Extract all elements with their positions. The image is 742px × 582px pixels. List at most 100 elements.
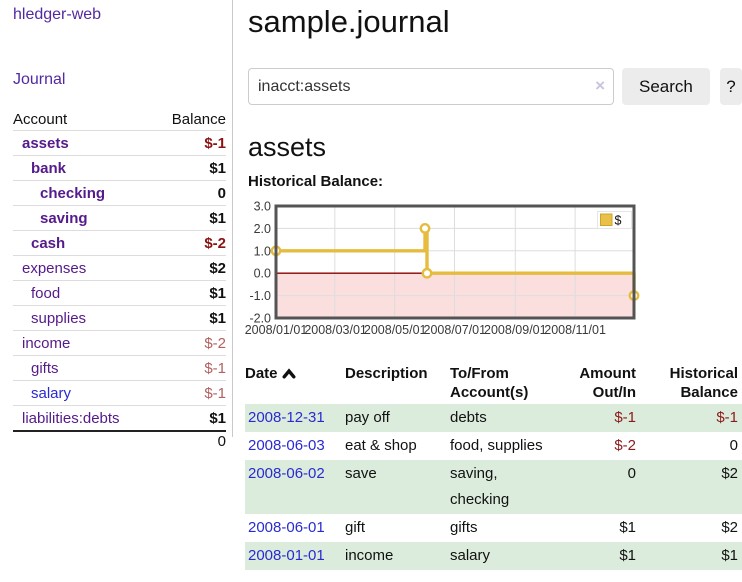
transaction-date-link[interactable]: 2008-06-02 [248, 465, 325, 482]
transaction-balance: $1 [721, 547, 738, 564]
account-table-header: Account Balance [13, 108, 226, 130]
account-row: checking 0 [13, 180, 226, 205]
account-row: income $-2 [13, 330, 226, 355]
sort-asc-icon [282, 365, 296, 384]
search-input[interactable] [248, 68, 614, 105]
svg-text:0.0: 0.0 [254, 267, 271, 281]
transaction-accounts: food, supplies [450, 437, 543, 454]
register-header-row: Date Description To/From Account(s) Amou… [245, 364, 742, 404]
account-row: bank $1 [13, 155, 226, 180]
transaction-description: income [345, 547, 394, 564]
balance-column-header: Historical Balance [669, 365, 738, 401]
accounts-total-value: 0 [217, 433, 226, 450]
svg-text:2008/03/01: 2008/03/01 [304, 323, 367, 337]
account-balance: $-1 [204, 359, 226, 377]
transaction-accounts: salary [450, 547, 491, 564]
svg-text:2008/01/01: 2008/01/01 [245, 323, 308, 337]
transaction-date-link[interactable]: 2008-12-31 [248, 409, 325, 426]
search-button[interactable]: Search [622, 68, 710, 105]
page-title: sample.journal [248, 4, 450, 39]
account-row: liabilities:debts $1 [13, 405, 226, 430]
help-button[interactable]: ? [719, 68, 742, 105]
account-column-header: Account [13, 110, 68, 128]
transaction-amount: $-2 [614, 437, 636, 454]
balance-column-header: Balance [171, 110, 226, 128]
account-balance: $2 [209, 259, 226, 277]
account-link-saving[interactable]: saving [40, 209, 88, 227]
account-row: salary $-1 [13, 380, 226, 405]
legend-label: $ [615, 214, 622, 228]
x-axis-labels: 2008/01/01 2008/03/01 2008/05/01 2008/07… [245, 323, 606, 337]
sidebar-item-journal[interactable]: Journal [13, 71, 66, 88]
account-link-salary[interactable]: salary [31, 384, 72, 402]
svg-text:2008/11/01: 2008/11/01 [544, 323, 606, 337]
account-balance: $1 [209, 209, 226, 227]
date-header-label: Date [245, 365, 278, 382]
account-link-assets[interactable]: assets [22, 134, 69, 152]
register-row: 2008-06-01 gift gifts $1 $2 [245, 514, 742, 542]
svg-text:-2.0: -2.0 [249, 312, 271, 326]
account-link-liabilities-debts[interactable]: liabilities:debts [22, 409, 120, 427]
transaction-amount: $1 [619, 519, 636, 536]
chart-title: Historical Balance: [248, 173, 384, 190]
amount-column-header: Amount Out/In [579, 365, 636, 401]
account-row: saving $1 [13, 205, 226, 230]
account-balance-table: Account Balance assets $-1 bank $1 check… [13, 108, 226, 451]
historical-balance-chart: $ 3.0 2.0 1.0 0.0 -1.0 -2.0 2008/01/01 2… [245, 200, 640, 337]
account-link-income[interactable]: income [22, 334, 71, 352]
transaction-amount: 0 [627, 465, 636, 482]
legend-swatch [600, 213, 613, 226]
transaction-balance: $-1 [716, 409, 738, 426]
account-row: expenses $2 [13, 255, 226, 280]
date-column-header[interactable]: Date [245, 364, 345, 404]
account-balance: $-1 [204, 134, 226, 152]
account-row: cash $-2 [13, 230, 226, 255]
register-row: 2008-12-31 pay off debts $-1 $-1 [245, 404, 742, 432]
svg-text:2008/07/01: 2008/07/01 [424, 323, 487, 337]
account-row: gifts $-1 [13, 355, 226, 380]
account-balance: $-2 [204, 334, 226, 352]
transaction-accounts: debts [450, 409, 487, 426]
search-form: × Search ? [248, 68, 742, 105]
transaction-accounts: saving, checking [450, 465, 510, 508]
account-link-cash[interactable]: cash [31, 234, 66, 252]
account-balance: $-2 [204, 234, 226, 252]
account-link-food[interactable]: food [31, 284, 61, 302]
account-balance: 0 [217, 184, 226, 202]
chart-border [274, 204, 636, 320]
account-balance: $1 [209, 409, 226, 427]
accounts-column-header: To/From Account(s) [450, 365, 529, 401]
register-table: Date Description To/From Account(s) Amou… [245, 364, 742, 570]
svg-text:2008/09/01: 2008/09/01 [484, 323, 547, 337]
accounts-total-row: 0 [13, 430, 226, 451]
svg-text:-1.0: -1.0 [249, 289, 271, 303]
svg-text:1.0: 1.0 [254, 244, 271, 258]
clear-search-icon[interactable]: × [595, 76, 605, 95]
account-link-expenses[interactable]: expenses [22, 259, 87, 277]
app-title-link[interactable]: hledger-web [13, 6, 102, 23]
description-column-header: Description [345, 365, 428, 382]
register-row: 2008-06-03 eat & shop food, supplies $-2… [245, 432, 742, 460]
main-content: sample.journal × Search ? assets Histori… [245, 0, 742, 570]
transaction-balance: $2 [721, 519, 738, 536]
register-row: 2008-01-01 income salary $1 $1 [245, 542, 742, 570]
y-axis-labels: 3.0 2.0 1.0 0.0 -1.0 -2.0 [249, 200, 271, 326]
transaction-description: eat & shop [345, 437, 417, 454]
transaction-date-link[interactable]: 2008-06-03 [248, 437, 325, 454]
transaction-description: pay off [345, 409, 390, 426]
transaction-description: save [345, 465, 377, 482]
account-link-gifts[interactable]: gifts [31, 359, 59, 377]
account-balance: $1 [209, 159, 226, 177]
transaction-date-link[interactable]: 2008-06-01 [248, 519, 325, 536]
account-link-checking[interactable]: checking [40, 184, 106, 202]
transaction-description: gift [345, 519, 366, 536]
transaction-accounts: gifts [450, 519, 478, 536]
account-balance: $1 [209, 309, 226, 327]
account-link-supplies[interactable]: supplies [31, 309, 87, 327]
account-link-bank[interactable]: bank [31, 159, 67, 177]
sidebar: hledger-web Journal Account Balance asse… [0, 0, 233, 450]
transaction-balance: $2 [721, 465, 738, 482]
transaction-date-link[interactable]: 2008-01-01 [248, 547, 325, 564]
account-heading: assets [248, 132, 327, 162]
register-row: 2008-06-02 save saving, checking 0 $2 [245, 460, 742, 514]
